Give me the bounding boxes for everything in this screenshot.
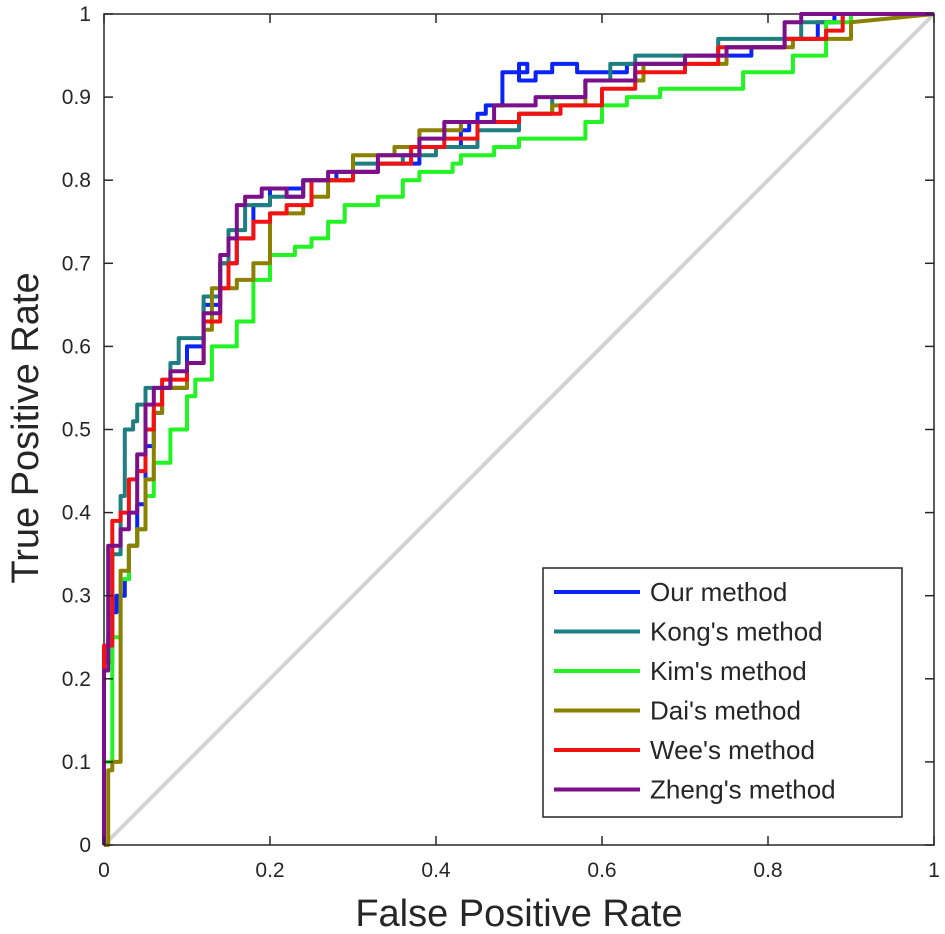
x-axis-title: False Positive Rate xyxy=(355,893,682,934)
legend-label: Kong's method xyxy=(650,617,823,647)
y-tick-label: 0.3 xyxy=(62,585,91,608)
series-line-2 xyxy=(102,12,934,845)
legend-label: Zheng's method xyxy=(650,775,836,805)
x-tick-label: 0.8 xyxy=(753,859,782,882)
chance-diagonal-line xyxy=(102,12,936,847)
x-tick-label: 1 xyxy=(928,859,940,882)
y-tick-label: 0.8 xyxy=(62,169,91,192)
y-axis-title: True Positive Rate xyxy=(5,272,47,583)
y-tick-label: 0.4 xyxy=(62,502,92,525)
y-tick-label: 0.2 xyxy=(62,668,91,691)
y-tick-label: 0 xyxy=(79,834,91,857)
legend-box xyxy=(542,567,903,818)
x-tick-label: 0.2 xyxy=(255,859,284,882)
x-tick-label: 0 xyxy=(98,859,110,882)
series-line-5 xyxy=(102,12,934,845)
series-line-6 xyxy=(102,12,934,845)
y-tick-label: 0.9 xyxy=(62,86,91,109)
x-axis-ticks: 0 0.2 0.4 0.6 0.8 1 xyxy=(98,14,940,882)
legend: Our method Kong's method Kim's method Dai's… xyxy=(542,567,903,818)
y-axis-ticks: 0 0.1 0.2 0.3 0.4 0.5 0.6 0.7 0.8 0.9 1 xyxy=(62,3,934,857)
y-tick-label: 0.6 xyxy=(62,335,91,358)
y-tick-label: 0.7 xyxy=(62,252,91,275)
legend-label: Wee's method xyxy=(650,735,815,765)
y-tick-label: 0.5 xyxy=(62,419,91,442)
legend-label: Our method xyxy=(650,577,787,607)
x-tick-label: 0.6 xyxy=(587,859,616,882)
y-tick-label: 0.1 xyxy=(62,751,91,774)
y-tick-label: 1 xyxy=(79,3,91,26)
legend-label: Dai's method xyxy=(650,696,801,726)
x-tick-label: 0.4 xyxy=(421,859,451,882)
series-lines-group xyxy=(102,12,935,847)
legend-label: Kim's method xyxy=(650,656,807,686)
reference-line-group xyxy=(102,12,936,847)
